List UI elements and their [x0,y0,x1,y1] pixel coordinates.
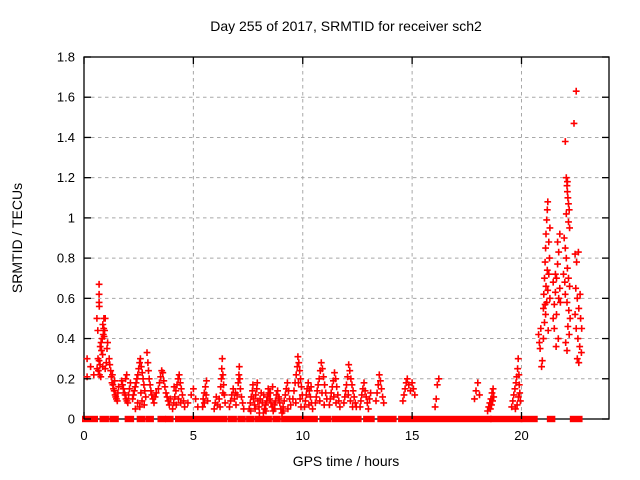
zero-band-segment [109,415,119,423]
zero-band-segment [246,415,255,423]
y-tick-label: 1.6 [57,90,75,105]
zero-band-segment [227,415,237,423]
zero-band-segment [124,415,135,423]
data-points [83,87,586,417]
zero-band-segment [99,415,109,423]
zero-band-segment [319,415,331,423]
y-tick-label: 1.8 [57,50,75,65]
zero-band-segment [237,415,246,423]
zero-band-segment [569,415,583,423]
zero-band-segment [331,415,362,423]
zero-band-segment [145,415,154,423]
zero-band-segment [363,415,375,423]
axis-ticks [83,56,609,420]
y-tick-label: 1.4 [57,130,75,145]
y-tick-label: 1.2 [57,170,75,185]
zero-band-segment [254,415,272,423]
zero-value-band [82,415,583,423]
zero-band-segment [489,415,523,423]
tick-labels: 0 0.2 0.4 0.6 0.8 1 1.2 1.4 1.6 1.8 0 5 10 15 20 [57,50,529,444]
y-tick-label: 0.4 [57,331,75,346]
y-tick-label: 0.8 [57,251,75,266]
zero-band-segment [136,415,146,423]
y-tick-label: 1 [68,210,75,225]
zero-band-segment [377,415,397,423]
zero-band-segment [546,415,556,423]
x-tick-label: 15 [405,428,419,443]
zero-band-segment [398,415,492,423]
zero-band-segment [272,415,281,423]
zero-band-segment [174,415,228,423]
x-axis-label: GPS time / hours [293,453,400,469]
x-tick-label: 5 [190,428,197,443]
grid-lines [84,57,609,419]
y-axis-label: SRMTID / TECUs [9,183,25,293]
zero-band-segment [281,415,318,423]
x-tick-label: 20 [514,428,528,443]
y-tick-label: 0.6 [57,291,75,306]
y-tick-label: 0.2 [57,371,75,386]
zero-band-segment [165,415,174,423]
zero-band-segment [520,415,538,423]
x-tick-label: 10 [296,428,310,443]
chart-title: Day 255 of 2017, SRMTID for receiver sch… [210,18,482,34]
x-tick-label: 0 [80,428,87,443]
y-tick-label: 0 [68,412,75,427]
zero-band-segment [157,415,166,423]
